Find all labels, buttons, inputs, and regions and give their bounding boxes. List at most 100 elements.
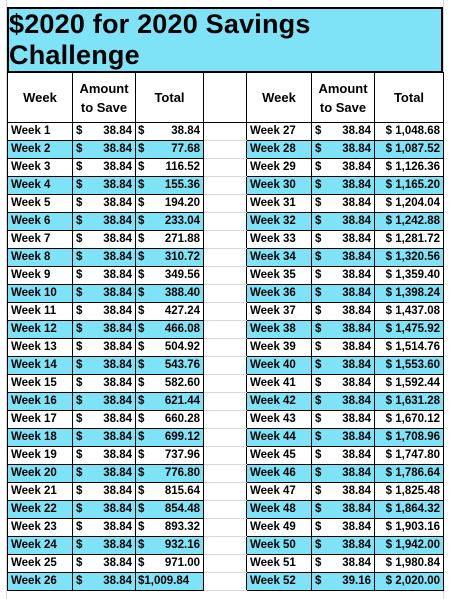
total-cell[interactable]: $466.08 (135, 320, 204, 339)
amount-cell[interactable]: $38.84 (311, 392, 375, 411)
amount-cell[interactable]: $38.84 (72, 212, 136, 231)
total-cell[interactable]: $ 1,514.76 (374, 338, 444, 357)
total-cell[interactable]: $660.28 (135, 410, 204, 429)
total-cell[interactable]: $ 1,437.08 (374, 302, 444, 321)
total-cell[interactable]: $1,009.84 (135, 572, 204, 591)
amount-cell[interactable]: $38.84 (311, 266, 375, 285)
total-cell[interactable]: $77.68 (135, 140, 204, 159)
total-cell[interactable]: $ 1,204.04 (374, 194, 444, 213)
total-cell[interactable]: $ 1,242.88 (374, 212, 444, 231)
total-cell[interactable]: $815.64 (135, 482, 204, 501)
total-cell[interactable]: $427.24 (135, 302, 204, 321)
total-cell[interactable]: $155.36 (135, 176, 204, 195)
amount-cell[interactable]: $38.84 (72, 554, 136, 573)
week-cell[interactable]: Week 29 (246, 158, 312, 177)
total-cell[interactable]: $ 1,048.68 (374, 122, 444, 141)
total-cell[interactable]: $ 1,670.12 (374, 410, 444, 429)
amount-cell[interactable]: $38.84 (72, 536, 136, 555)
week-cell[interactable]: Week 2 (7, 140, 73, 159)
week-cell[interactable]: Week 8 (7, 248, 73, 267)
week-cell[interactable]: Week 39 (246, 338, 312, 357)
total-cell[interactable]: $ 1,087.52 (374, 140, 444, 159)
week-cell[interactable]: Week 18 (7, 428, 73, 447)
amount-cell[interactable]: $38.84 (311, 248, 375, 267)
amount-cell[interactable]: $38.84 (311, 518, 375, 537)
total-cell[interactable]: $ 1,980.84 (374, 554, 444, 573)
week-cell[interactable]: Week 41 (246, 374, 312, 393)
week-cell[interactable]: Week 48 (246, 500, 312, 519)
amount-cell[interactable]: $39.16 (311, 572, 375, 591)
total-cell[interactable]: $194.20 (135, 194, 204, 213)
amount-cell[interactable]: $38.84 (72, 320, 136, 339)
amount-cell[interactable]: $38.84 (72, 572, 136, 591)
week-cell[interactable]: Week 10 (7, 284, 73, 303)
amount-cell[interactable]: $38.84 (311, 410, 375, 429)
week-cell[interactable]: Week 34 (246, 248, 312, 267)
week-cell[interactable]: Week 42 (246, 392, 312, 411)
amount-cell[interactable]: $38.84 (311, 122, 375, 141)
total-cell[interactable]: $776.80 (135, 464, 204, 483)
week-cell[interactable]: Week 27 (246, 122, 312, 141)
amount-cell[interactable]: $38.84 (311, 482, 375, 501)
week-cell[interactable]: Week 32 (246, 212, 312, 231)
total-cell[interactable]: $621.44 (135, 392, 204, 411)
total-cell[interactable]: $737.96 (135, 446, 204, 465)
week-cell[interactable]: Week 23 (7, 518, 73, 537)
amount-cell[interactable]: $38.84 (72, 266, 136, 285)
amount-cell[interactable]: $38.84 (72, 230, 136, 249)
amount-cell[interactable]: $38.84 (72, 248, 136, 267)
amount-cell[interactable]: $38.84 (72, 410, 136, 429)
total-cell[interactable]: $ 1,864.32 (374, 500, 444, 519)
total-cell[interactable]: $582.60 (135, 374, 204, 393)
total-cell[interactable]: $ 1,631.28 (374, 392, 444, 411)
amount-cell[interactable]: $38.84 (311, 230, 375, 249)
week-cell[interactable]: Week 4 (7, 176, 73, 195)
week-cell[interactable]: Week 35 (246, 266, 312, 285)
total-cell[interactable]: $38.84 (135, 122, 204, 141)
total-cell[interactable]: $ 1,942.00 (374, 536, 444, 555)
week-cell[interactable]: Week 13 (7, 338, 73, 357)
week-cell[interactable]: Week 20 (7, 464, 73, 483)
week-cell[interactable]: Week 47 (246, 482, 312, 501)
total-cell[interactable]: $ 1,359.40 (374, 266, 444, 285)
total-cell[interactable]: $ 1,825.48 (374, 482, 444, 501)
amount-cell[interactable]: $38.84 (311, 158, 375, 177)
week-cell[interactable]: Week 26 (7, 572, 73, 591)
week-cell[interactable]: Week 22 (7, 500, 73, 519)
amount-cell[interactable]: $38.84 (311, 284, 375, 303)
amount-cell[interactable]: $38.84 (72, 122, 136, 141)
amount-cell[interactable]: $38.84 (311, 356, 375, 375)
total-cell[interactable]: $ 1,786.64 (374, 464, 444, 483)
week-cell[interactable]: Week 51 (246, 554, 312, 573)
amount-cell[interactable]: $38.84 (311, 212, 375, 231)
week-cell[interactable]: Week 25 (7, 554, 73, 573)
total-cell[interactable]: $ 2,020.00 (374, 572, 444, 591)
week-cell[interactable]: Week 17 (7, 410, 73, 429)
week-cell[interactable]: Week 33 (246, 230, 312, 249)
total-cell[interactable]: $893.32 (135, 518, 204, 537)
total-cell[interactable]: $ 1,398.24 (374, 284, 444, 303)
amount-cell[interactable]: $38.84 (311, 338, 375, 357)
amount-cell[interactable]: $38.84 (72, 518, 136, 537)
amount-cell[interactable]: $38.84 (72, 446, 136, 465)
amount-cell[interactable]: $38.84 (311, 464, 375, 483)
week-cell[interactable]: Week 6 (7, 212, 73, 231)
total-cell[interactable]: $ 1,165.20 (374, 176, 444, 195)
amount-cell[interactable]: $38.84 (72, 428, 136, 447)
total-cell[interactable]: $310.72 (135, 248, 204, 267)
total-cell[interactable]: $233.04 (135, 212, 204, 231)
total-cell[interactable]: $ 1,553.60 (374, 356, 444, 375)
total-cell[interactable]: $388.40 (135, 284, 204, 303)
amount-cell[interactable]: $38.84 (72, 158, 136, 177)
week-cell[interactable]: Week 50 (246, 536, 312, 555)
total-cell[interactable]: $ 1,475.92 (374, 320, 444, 339)
week-cell[interactable]: Week 1 (7, 122, 73, 141)
amount-cell[interactable]: $38.84 (72, 284, 136, 303)
amount-cell[interactable]: $38.84 (72, 302, 136, 321)
week-cell[interactable]: Week 40 (246, 356, 312, 375)
week-cell[interactable]: Week 3 (7, 158, 73, 177)
amount-cell[interactable]: $38.84 (72, 194, 136, 213)
total-cell[interactable]: $116.52 (135, 158, 204, 177)
total-cell[interactable]: $699.12 (135, 428, 204, 447)
total-cell[interactable]: $504.92 (135, 338, 204, 357)
